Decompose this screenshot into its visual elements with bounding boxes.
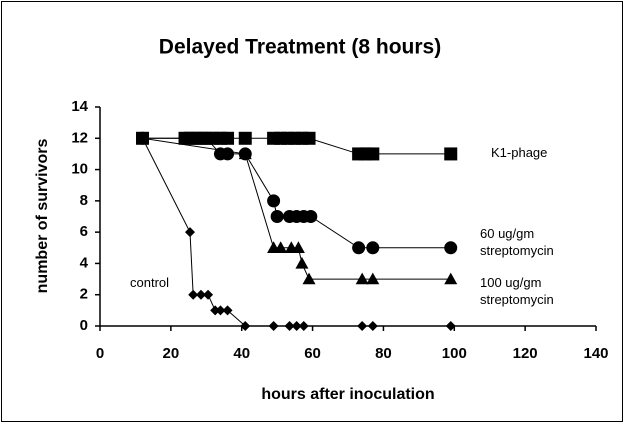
marker <box>199 131 213 145</box>
y-tick-label: 10 <box>71 161 88 178</box>
marker <box>444 272 458 285</box>
marker <box>268 321 279 331</box>
marker <box>357 321 368 331</box>
y-tick-label: 8 <box>80 192 88 209</box>
marker <box>270 210 284 223</box>
marker <box>221 131 235 145</box>
marker <box>298 321 309 331</box>
x-tick-label: 40 <box>233 345 250 362</box>
marker <box>366 272 380 285</box>
marker <box>444 147 458 161</box>
x-tick-label: 20 <box>163 345 180 362</box>
marker <box>291 241 305 253</box>
marker <box>284 321 295 331</box>
marker <box>238 131 252 145</box>
y-tick-label: 2 <box>80 286 88 303</box>
marker <box>366 147 380 161</box>
marker <box>137 133 148 144</box>
x-tick-label: 0 <box>96 345 104 362</box>
marker <box>238 147 252 160</box>
series-label: control <box>130 275 170 290</box>
marker <box>240 321 251 331</box>
marker <box>195 289 206 300</box>
y-tick-label: 0 <box>80 317 88 334</box>
y-tick-label: 14 <box>71 98 88 115</box>
marker <box>215 305 226 316</box>
marker <box>274 241 288 253</box>
marker <box>304 210 318 223</box>
marker <box>367 321 378 331</box>
marker <box>444 241 458 255</box>
marker <box>184 227 195 238</box>
marker <box>221 147 235 161</box>
marker <box>445 321 456 331</box>
series-label: 100 ug/gm streptomycin <box>480 275 554 307</box>
marker <box>302 272 316 285</box>
x-axis-label: hours after inoculation <box>261 386 434 403</box>
marker <box>222 305 233 316</box>
y-tick-label: 6 <box>80 223 88 240</box>
chart-title: Delayed Treatment (8 hours) <box>159 36 441 59</box>
y-axis-label: number of survivors <box>34 139 51 294</box>
y-tick-label: 4 <box>80 254 89 271</box>
x-tick-label: 140 <box>583 345 608 362</box>
marker <box>203 289 214 300</box>
series-label: K1-phage <box>491 145 548 160</box>
marker <box>267 194 281 208</box>
marker <box>291 321 302 331</box>
x-tick-label: 120 <box>513 345 538 362</box>
y-tick-label: 12 <box>71 129 88 146</box>
marker <box>210 305 221 316</box>
series-label: 60 ug/gm streptomycin <box>480 226 554 258</box>
marker <box>366 241 380 255</box>
marker <box>188 289 199 300</box>
x-tick-label: 80 <box>375 345 392 362</box>
x-tick-label: 60 <box>304 345 321 362</box>
x-tick-label: 100 <box>442 345 467 362</box>
marker <box>355 272 369 285</box>
marker <box>302 131 316 145</box>
marker <box>295 256 309 269</box>
marker <box>352 241 366 255</box>
